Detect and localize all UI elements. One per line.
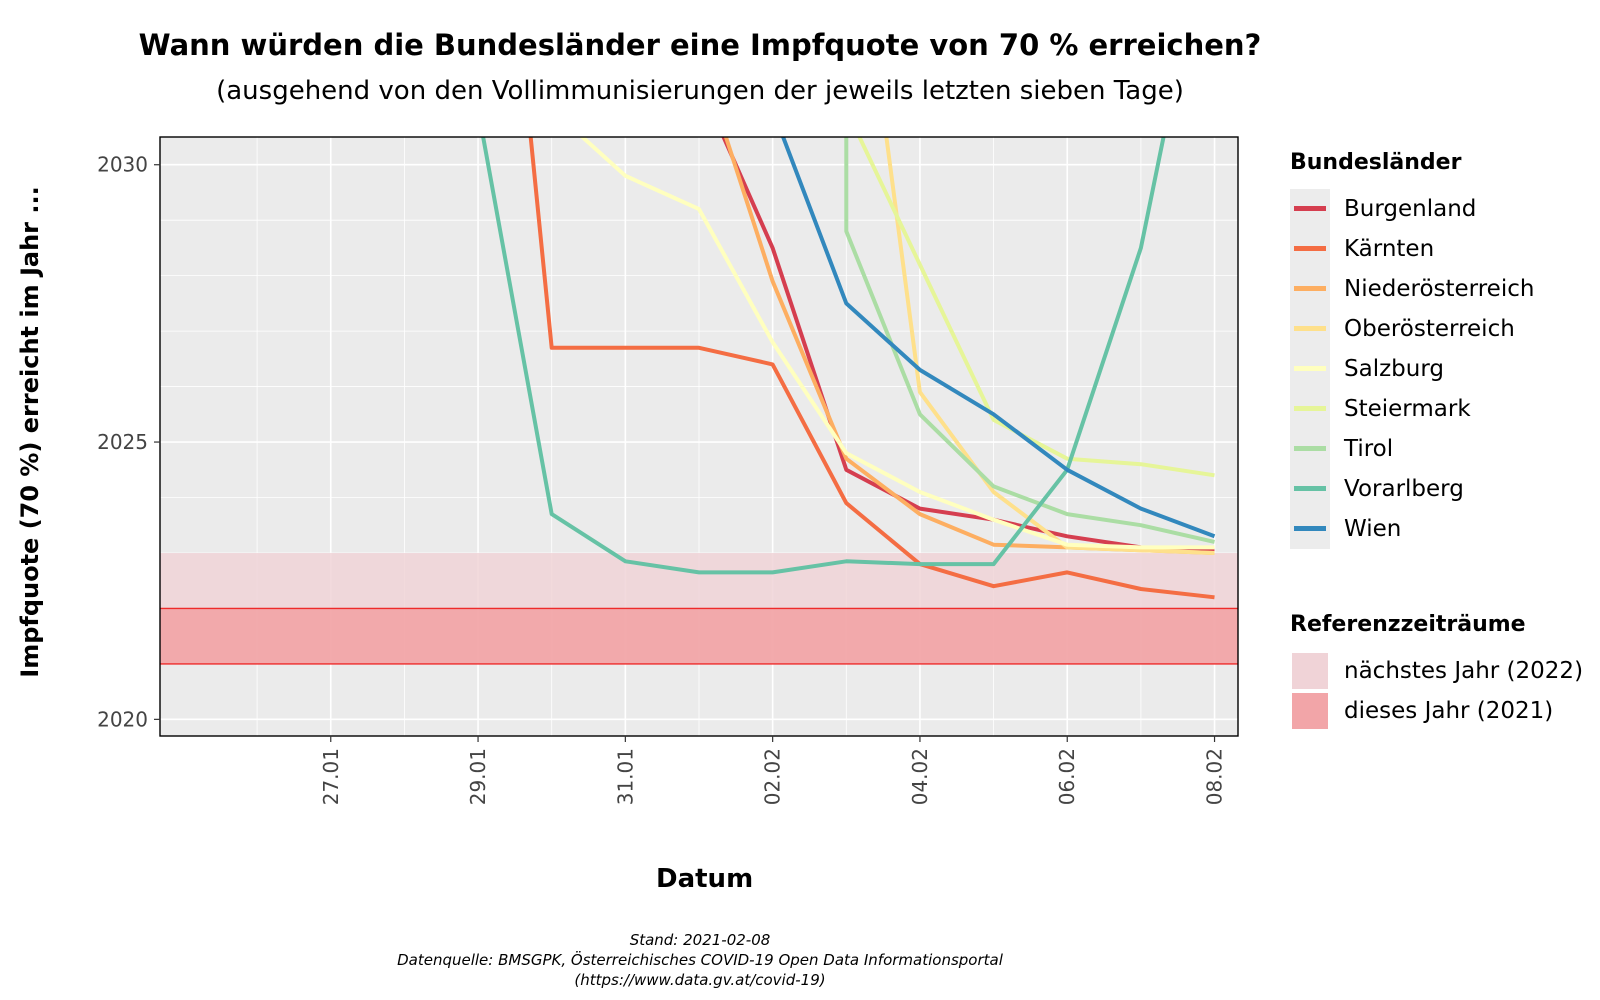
y-tick-label: 2020: [97, 707, 148, 731]
legend-swatch: [1294, 286, 1326, 291]
plot-border: [159, 136, 1239, 737]
series-group: [481, 137, 1216, 600]
x-tick-label: 02.02: [761, 748, 785, 805]
legend-label: Steiermark: [1344, 396, 1471, 422]
legend-swatch: [1294, 446, 1326, 451]
legend-swatch: [1294, 526, 1326, 531]
legend-label: Niederösterreich: [1344, 276, 1535, 302]
legend-item: Steiermark: [1290, 389, 1534, 429]
series-line-kärnten: [528, 137, 1215, 600]
x-tick-label: 31.01: [613, 748, 637, 805]
legend-item: Burgenland: [1290, 189, 1534, 229]
legend-key: [1290, 269, 1330, 309]
x-tick-label: 04.02: [908, 748, 932, 805]
caption-source: Datenquelle: BMSGPK, Österreichisches CO…: [397, 951, 1003, 969]
legend-label: Burgenland: [1344, 196, 1477, 222]
legend-referenzzeitraeume: Referenzzeiträume nächstes Jahr (2022) di…: [1290, 612, 1583, 731]
caption-url: (https://www.data.gv.at/covid-19): [574, 971, 826, 989]
legend-item: Wien: [1290, 509, 1534, 549]
x-axis-label: Datum: [656, 864, 754, 894]
legend-swatch: [1294, 246, 1326, 251]
chart-subtitle: (ausgehend von den Vollimmunisierungen d…: [216, 76, 1184, 106]
legend-label: Tirol: [1344, 436, 1394, 462]
legend-key: [1290, 229, 1330, 269]
legend-swatch: [1294, 206, 1326, 211]
legend-reference-items: nächstes Jahr (2022) dieses Jahr (2021): [1290, 651, 1583, 731]
series-line-tirol: [844, 137, 1215, 544]
legend-key: [1290, 469, 1330, 509]
legend-swatch: [1294, 366, 1326, 371]
series-line-vorarlberg: [481, 137, 1166, 575]
y-tick-label: 2025: [97, 430, 148, 454]
legend-reference-item: nächstes Jahr (2022): [1290, 651, 1583, 691]
legend-swatch: [1294, 486, 1326, 491]
legend-swatch: [1294, 326, 1326, 331]
legend-item: Kärnten: [1290, 229, 1534, 269]
legend-reference-title: Referenzzeiträume: [1290, 612, 1526, 637]
legend-title: Bundesländer: [1290, 150, 1462, 175]
series-line-wien: [780, 137, 1216, 539]
legend-swatch: [1292, 693, 1328, 729]
legend-key: [1290, 309, 1330, 349]
legend-swatch: [1294, 406, 1326, 411]
legend-label: nächstes Jahr (2022): [1344, 658, 1584, 684]
series-line-steiermark: [857, 137, 1215, 478]
x-tick-label: 08.02: [1203, 748, 1227, 805]
legend-key: [1290, 691, 1330, 731]
caption: Stand: 2021-02-08 Datenquelle: BMSGPK, Ö…: [0, 930, 1400, 990]
y-tick-label: 2030: [97, 153, 148, 177]
legend-key: [1290, 189, 1330, 229]
legend-label: Salzburg: [1344, 356, 1444, 382]
legend-item: Oberösterreich: [1290, 309, 1534, 349]
legend-key: [1290, 509, 1330, 549]
legend-key: [1290, 651, 1330, 691]
chart-title: Wann würden die Bundesländer eine Impfqu…: [138, 28, 1262, 62]
legend-key: [1290, 389, 1330, 429]
legend-items: Burgenland Kärnten Niederösterreich Oberöst…: [1290, 189, 1534, 549]
legend-label: Oberösterreich: [1344, 316, 1515, 342]
legend-item: Tirol: [1290, 429, 1534, 469]
reference-band: [160, 608, 1238, 664]
x-tick-label: 27.01: [319, 748, 343, 805]
series-line-salzburg: [579, 137, 1215, 550]
x-tick-label: 06.02: [1055, 748, 1079, 805]
legend-item: Vorarlberg: [1290, 469, 1534, 509]
legend-label: dieses Jahr (2021): [1344, 698, 1554, 724]
legend-key: [1290, 429, 1330, 469]
legend-swatch: [1292, 653, 1328, 689]
x-tick-label: 29.01: [466, 748, 490, 805]
legend-label: Kärnten: [1344, 236, 1435, 262]
legend-reference-item: dieses Jahr (2021): [1290, 691, 1583, 731]
reference-band: [160, 552, 1238, 609]
legend-item: Niederösterreich: [1290, 269, 1534, 309]
legend-label: Vorarlberg: [1344, 476, 1464, 502]
legend-bundeslaender: Bundesländer Burgenland Kärnten Niederöste…: [1290, 150, 1534, 549]
legend-item: Salzburg: [1290, 349, 1534, 389]
legend-label: Wien: [1344, 516, 1402, 542]
legend-key: [1290, 349, 1330, 389]
caption-stand: Stand: 2021-02-08: [629, 931, 771, 949]
